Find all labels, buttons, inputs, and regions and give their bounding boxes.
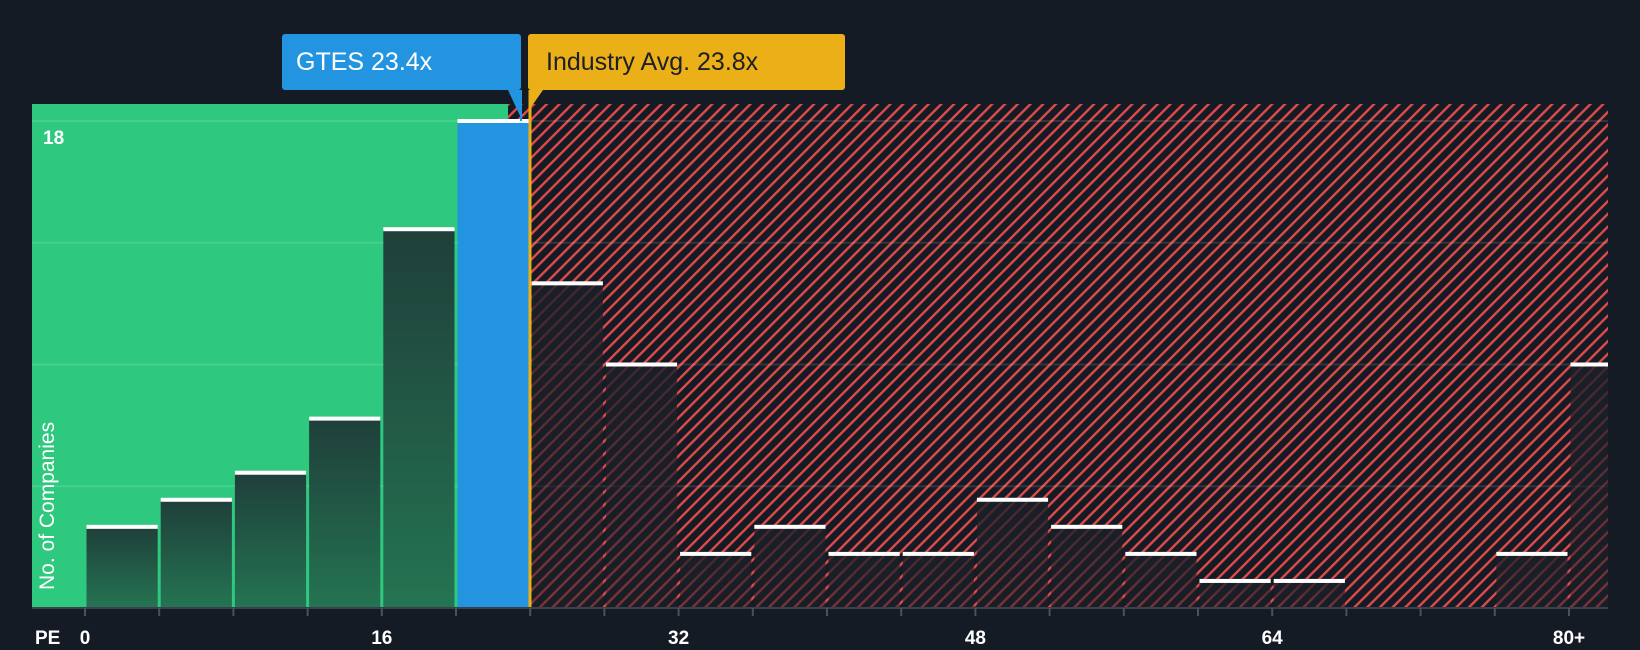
bar-cap [1273,578,1345,583]
x-tick-label: 48 [964,628,986,649]
bar-cap [160,497,232,502]
histogram-bar [976,499,1049,608]
y-axis-label: No. of Companies [36,421,59,590]
bar-cap [86,524,158,529]
histogram-bar [160,499,232,608]
bar-cap [1125,551,1197,556]
histogram-bar [309,418,381,608]
company-label-pointer [508,90,521,118]
histogram-bar [605,364,678,608]
bar-cap [309,416,381,421]
histogram-bar [754,526,826,608]
bar-cap [1496,551,1568,556]
y-max-tick-label: 18 [43,128,65,149]
histogram-bar [680,553,752,608]
x-tick-label: 32 [668,628,690,649]
histogram-bar [1496,553,1568,608]
bar-cap [828,551,900,556]
histogram-bar [902,553,974,608]
bar-cap [902,551,974,556]
histogram-bar [234,472,307,608]
x-tick-label: 80+ [1552,628,1586,649]
histogram-bar [383,229,455,608]
company-pe-label: GTES 23.4x [282,34,521,90]
histogram-bar [828,553,900,608]
histogram-bar [1051,526,1123,608]
x-tick-label: 64 [1261,628,1283,649]
histogram-bar [1273,580,1345,608]
bar-cap [680,551,752,556]
x-tick-label: 0 [79,628,91,649]
bar-cap [457,119,529,123]
x-tick-label: 16 [371,628,393,649]
x-ticks [84,608,1570,616]
histogram-bar [1570,364,1608,608]
bar-cap [531,281,603,286]
bar-cap [234,470,307,475]
industry-label-pointer [529,90,543,110]
company-bar [457,121,529,608]
above-average-region [508,104,1608,608]
bar-cap [605,362,678,367]
histogram-bar [531,283,603,608]
bar-cap [1570,362,1608,367]
histogram-bar [1199,580,1271,608]
bar-cap [1051,524,1123,529]
bar-cap [383,227,455,232]
x-axis-label: PE [35,628,61,649]
industry-avg-label: Industry Avg. 23.8x [528,34,845,90]
bars [86,119,1608,608]
bar-cap [1199,578,1271,583]
bar-cap [976,497,1049,502]
bar-cap [754,524,826,529]
histogram-bar [86,526,158,608]
histogram-bar [1125,553,1197,608]
